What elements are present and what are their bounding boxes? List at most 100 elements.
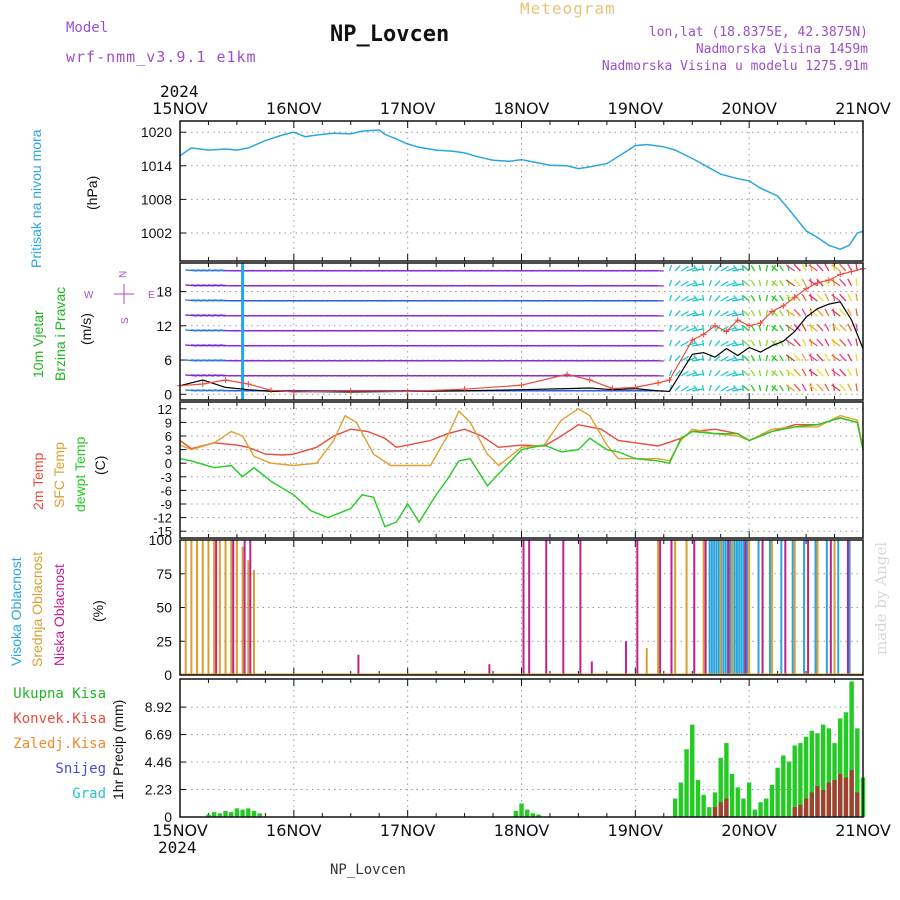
wind-barb [733, 279, 739, 287]
x-tick-label-top: 16NOV [266, 99, 322, 118]
wind-barb [674, 325, 681, 332]
gust-marker [518, 382, 525, 389]
wind-barb [701, 294, 705, 302]
wind-barb [741, 279, 745, 287]
total-rain-bar [672, 798, 678, 817]
gust-marker [746, 322, 753, 329]
wind-barb [680, 310, 689, 317]
wind-barb [714, 310, 721, 317]
wind-barb [708, 384, 713, 392]
wind-barb [741, 324, 745, 332]
wind-barb [720, 295, 729, 302]
wind-barb [847, 308, 853, 317]
wind-barb [831, 384, 841, 392]
wind-barb [765, 339, 769, 347]
gust-marker [245, 381, 252, 388]
x-tick-label-bottom: 17NOV [380, 821, 436, 840]
convective-rain-bar [826, 782, 832, 817]
panel-frame [179, 120, 864, 262]
wind-barb [855, 353, 858, 362]
convective-rain-bar [803, 798, 809, 817]
wind-barb [750, 279, 756, 287]
wind-barb [824, 323, 830, 332]
wind-barb [726, 371, 737, 377]
gust-marker [837, 271, 844, 278]
wind-barb [765, 309, 769, 317]
convective-rain-bar [724, 798, 729, 817]
wind-barb [847, 368, 853, 377]
wind-barb [742, 325, 750, 332]
y-tick-label: 75 [156, 566, 172, 582]
gust-marker [780, 302, 787, 309]
gust-marker [723, 328, 730, 335]
convective-rain-bar [832, 780, 837, 817]
wind-barb [793, 308, 801, 317]
total-rain-bar [229, 812, 234, 817]
wind-barb [839, 323, 847, 332]
year-top: 2024 [160, 82, 199, 101]
wind-barb [824, 308, 830, 317]
wind-barb [742, 355, 750, 362]
wind-barb [750, 339, 756, 347]
wind-barb [693, 324, 699, 332]
wind-barb [779, 384, 784, 392]
wind-barb [758, 264, 762, 272]
y-tick-label: 6 [165, 429, 172, 444]
total-rain-bar [701, 794, 706, 817]
y-tick-label: 0 [165, 456, 172, 471]
total-rain-bar [843, 712, 849, 817]
total-rain-bar [735, 787, 740, 817]
wind-barb [714, 340, 721, 347]
wind-barb [855, 323, 858, 332]
total-rain-bar [513, 810, 519, 817]
wind-barb [831, 339, 841, 347]
wind-barb [847, 323, 853, 332]
wind-barb [816, 338, 824, 347]
wind-barb [693, 354, 699, 362]
wind-barb [708, 369, 713, 377]
wind-barb [750, 294, 756, 302]
total-rain-bar [775, 767, 780, 817]
wind-barb [668, 369, 673, 377]
wind-barb [808, 264, 818, 272]
wind-barb [765, 324, 769, 332]
total-rain-bar [690, 724, 695, 817]
meteogram-label: Meteogram [520, 0, 616, 18]
y-tick-label: 6.69 [145, 727, 172, 743]
wind-barb [726, 341, 737, 347]
gust-marker [848, 268, 855, 275]
wind-barb [714, 355, 721, 362]
wind-barb [831, 279, 841, 287]
altitude-text: Nadmorska Visina 1459m [695, 42, 868, 57]
legend-hail: Grad [72, 786, 106, 802]
gust-marker [768, 308, 775, 315]
wind-barb [839, 383, 847, 392]
wind-barb [839, 338, 847, 347]
wind-barb [765, 294, 769, 302]
total-rain-bar [809, 730, 814, 817]
panel-frame [179, 678, 864, 818]
y-tick-label: 3 [165, 443, 172, 458]
gust-marker [564, 371, 571, 378]
total-rain-bar [223, 810, 228, 817]
wind-barb [680, 280, 689, 287]
wind-barb [686, 371, 697, 377]
wind-barb [816, 323, 824, 332]
wind-barb [765, 354, 769, 362]
wind-barb [758, 339, 762, 347]
wind-barb [839, 263, 847, 272]
total-rain-bar [718, 757, 723, 817]
gust-marker [734, 317, 741, 324]
model-altitude-text: Nadmorska Visina u modelu 1275.91m [601, 59, 868, 74]
x-tick-label-top: 21NOV [835, 99, 891, 118]
convective-rain-bar [838, 773, 843, 817]
wind-barb [793, 353, 801, 362]
gust-marker [609, 385, 616, 392]
wind-barb [733, 264, 739, 272]
wind-barb [742, 265, 750, 272]
gust-marker [689, 337, 696, 344]
total-rain-bar [251, 810, 257, 817]
wind-barb [808, 294, 818, 302]
wind-barb [779, 309, 784, 317]
total-rain-bar [826, 728, 832, 817]
